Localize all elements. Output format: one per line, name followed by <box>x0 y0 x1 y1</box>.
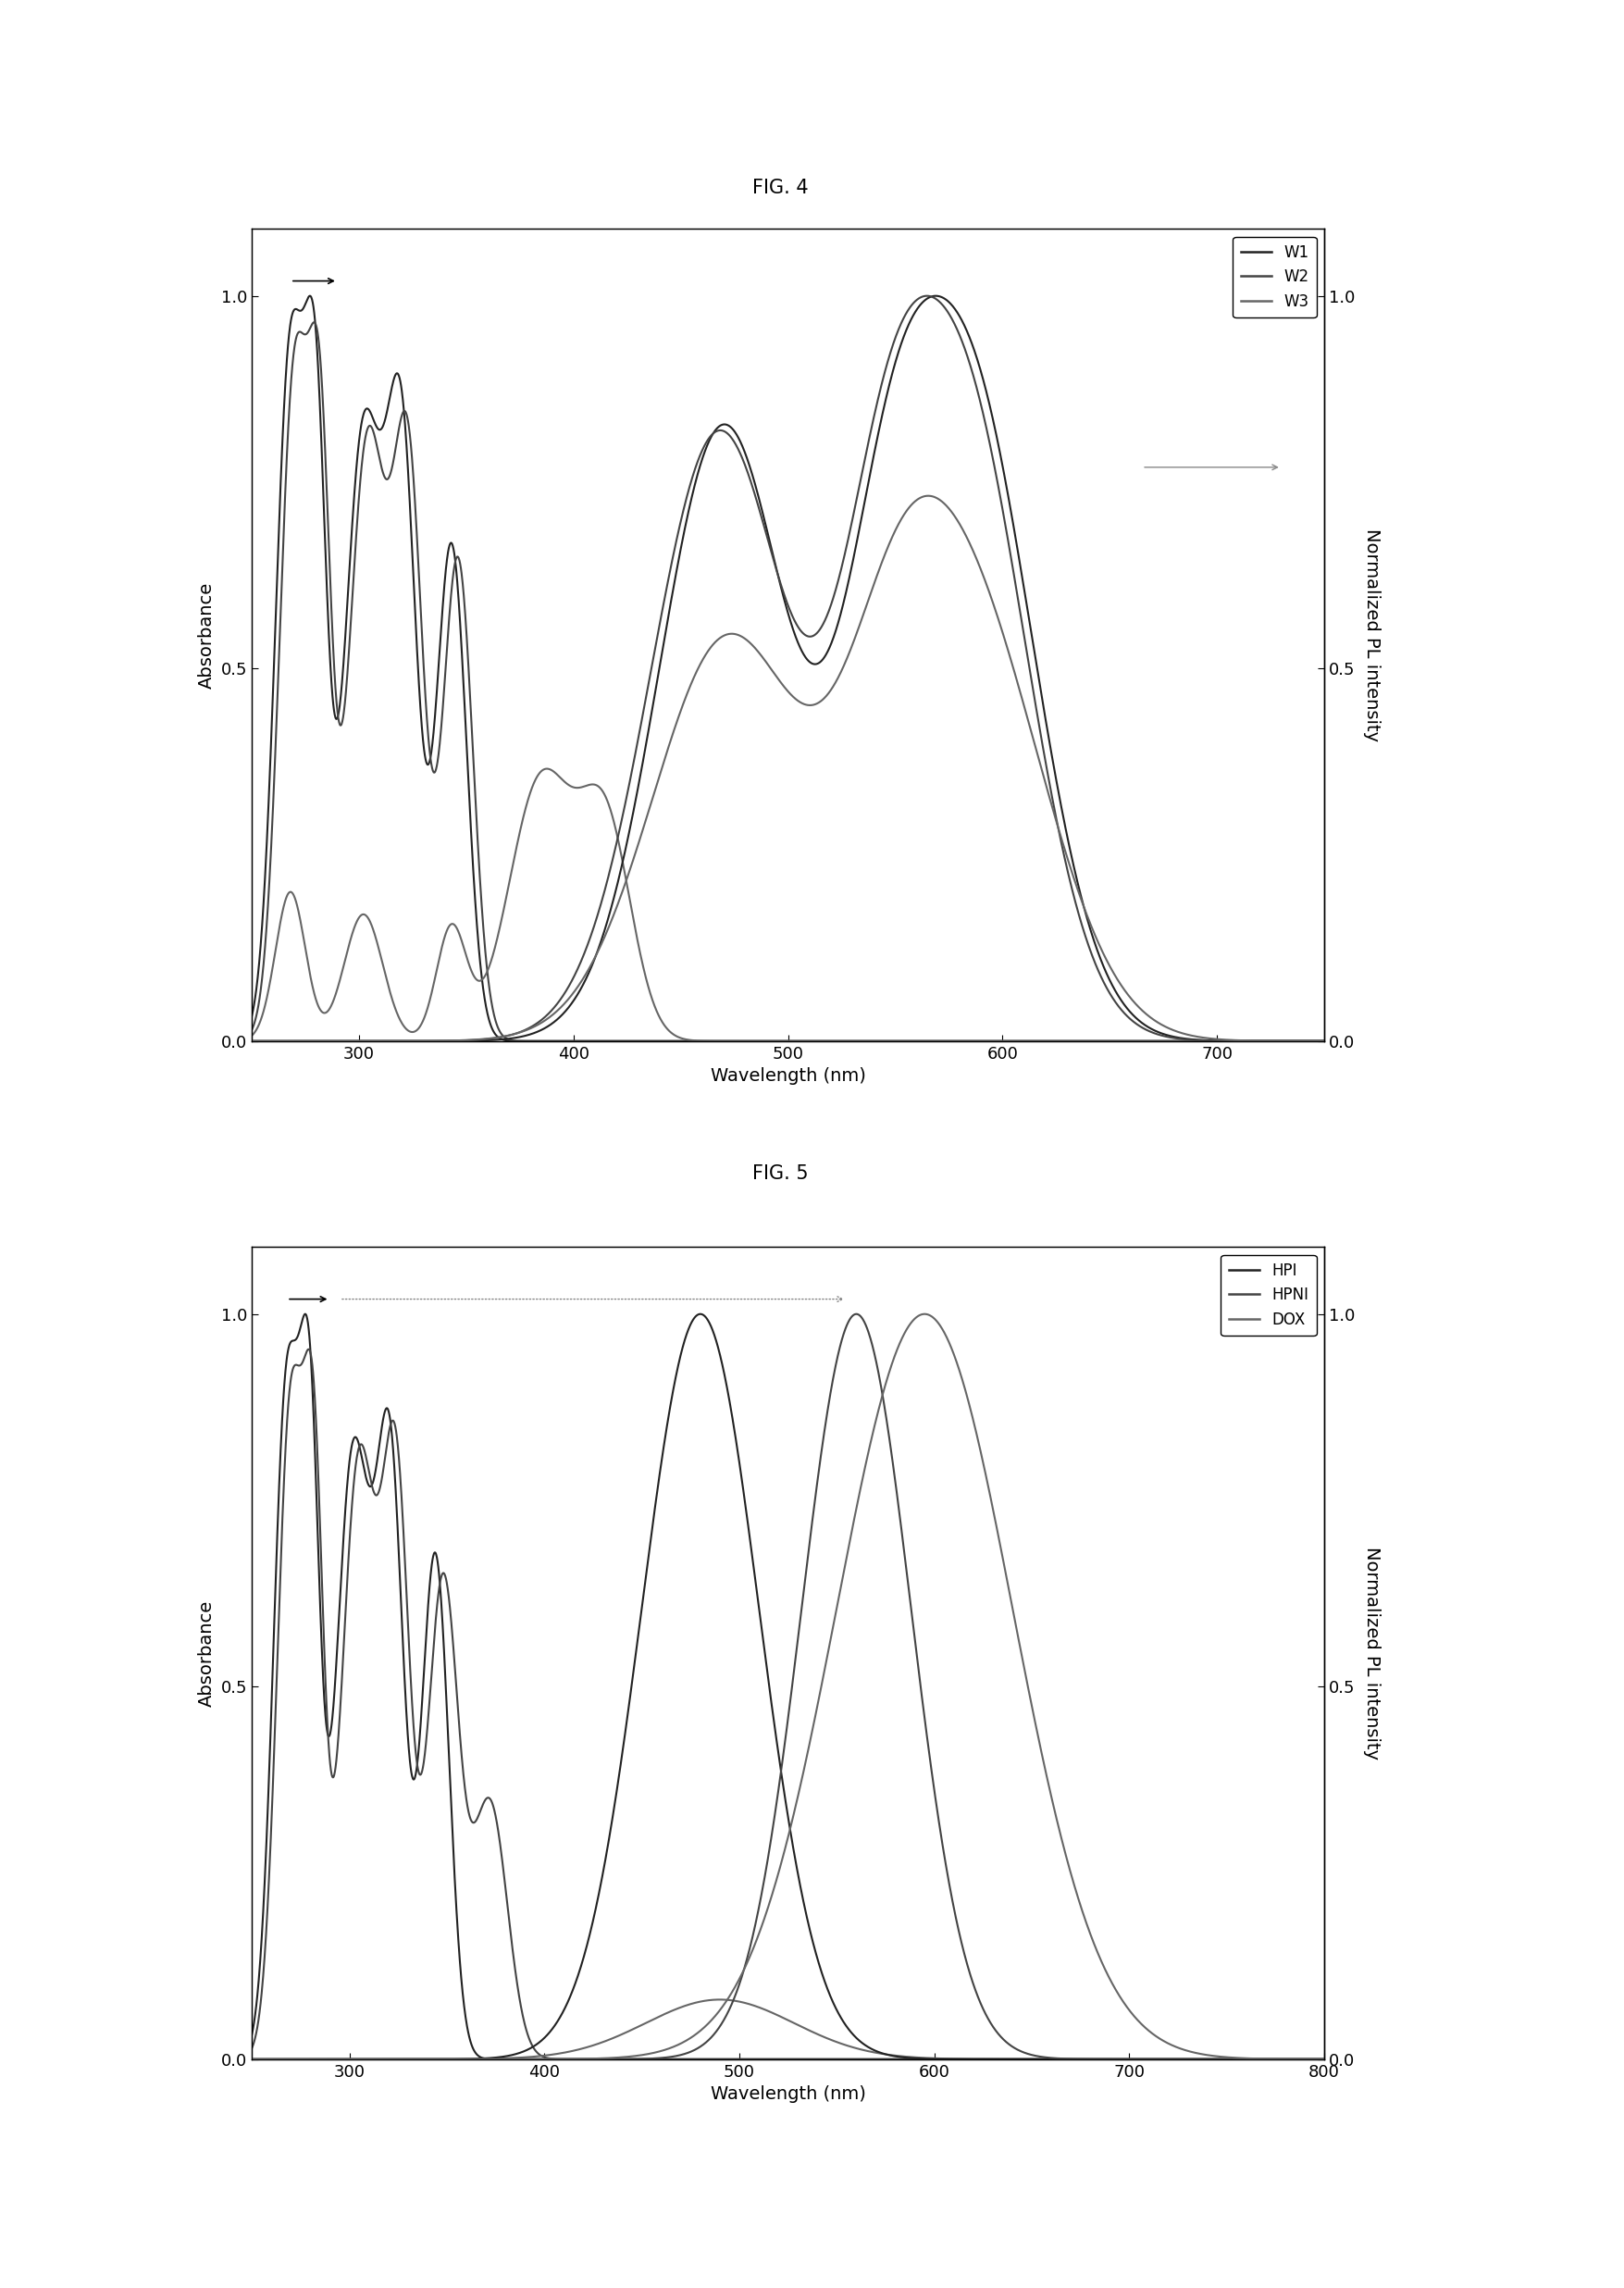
Legend: W1, W2, W3: W1, W2, W3 <box>1233 236 1315 318</box>
Y-axis label: Absorbance: Absorbance <box>198 581 216 689</box>
Text: FIG. 4: FIG. 4 <box>752 178 807 197</box>
Legend: HPI, HPNI, DOX: HPI, HPNI, DOX <box>1220 1254 1315 1336</box>
Y-axis label: Normalized PL intensity: Normalized PL intensity <box>1363 1547 1380 1759</box>
Y-axis label: Normalized PL intensity: Normalized PL intensity <box>1363 529 1380 741</box>
X-axis label: Wavelength (nm): Wavelength (nm) <box>710 2084 866 2103</box>
Text: FIG. 5: FIG. 5 <box>752 1165 807 1183</box>
X-axis label: Wavelength (nm): Wavelength (nm) <box>710 1066 866 1085</box>
Y-axis label: Absorbance: Absorbance <box>198 1599 216 1707</box>
